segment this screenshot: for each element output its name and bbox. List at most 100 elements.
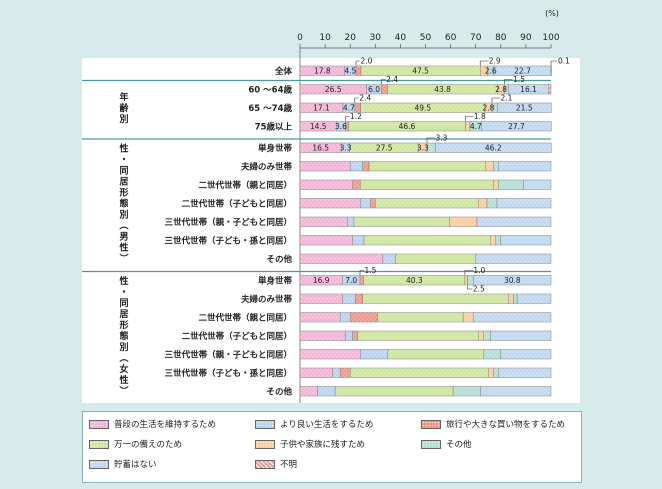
bar-segment (299, 253, 384, 264)
bar-segment (299, 349, 361, 360)
bar-segment (382, 253, 396, 264)
label-leader (381, 79, 386, 84)
row-label: 三世代世帯（親・子どもと同居） (165, 350, 292, 361)
bar-segment (513, 293, 518, 304)
bar-segment (387, 349, 484, 360)
bar-segment (299, 386, 318, 397)
row-label: 夫婦のみ世帯 (241, 162, 293, 173)
bar-segment (490, 330, 552, 341)
bar-segment (516, 293, 552, 304)
x-tick-label: 0 (297, 33, 303, 43)
legend-label: 不明 (280, 460, 298, 470)
bar-segment (339, 367, 351, 378)
bar-segment (299, 198, 361, 209)
x-tick-label: 40 (395, 33, 407, 43)
x-tick-label: 70 (470, 33, 482, 43)
bar-segment (357, 330, 479, 341)
bar-segment (498, 161, 552, 172)
bar-segment (353, 216, 450, 227)
data-label: 16.5 (312, 144, 329, 153)
row-label: 単身世帯 (258, 143, 293, 154)
bar-segment (363, 235, 491, 246)
data-label: 2.4 (359, 94, 371, 103)
bar-segment (500, 235, 552, 246)
bar-segment (349, 161, 363, 172)
data-label: 47.5 (412, 67, 429, 76)
bar-segment (498, 179, 524, 190)
bar-segment (435, 142, 552, 153)
bar-segment (485, 161, 494, 172)
data-label: 2.8 (483, 104, 495, 113)
group-label: 性・同居形態別︵女性︶ (118, 275, 128, 397)
legend-swatch (89, 419, 109, 429)
legend-label: 旅行や大きな買い物をするため (446, 420, 566, 430)
label-leader (345, 116, 350, 121)
bar-segment (334, 386, 454, 397)
legend-item: 貯蓄はない (89, 458, 157, 470)
bar-segment (332, 367, 341, 378)
bar-segment (550, 65, 552, 76)
bar-segment (449, 216, 478, 227)
data-label: 46.6 (399, 122, 416, 131)
bar-segment (493, 179, 499, 190)
data-label: 2.8 (495, 85, 507, 94)
bar-segment (362, 161, 370, 172)
label-leader (354, 97, 359, 103)
data-label: 6.0 (368, 85, 380, 94)
bar-segment (481, 121, 552, 132)
data-label: 16.1 (520, 85, 537, 94)
bar-segment (472, 312, 552, 323)
label-leader (464, 270, 473, 275)
bar-segment (344, 330, 353, 341)
chart-legend: 普段の生活を維持するため より良い生活をするため 旅行や大きな買い物をするため 万一の… (82, 411, 582, 483)
row-label: 60 ～64歳 (248, 85, 292, 96)
bar-segment (480, 386, 552, 397)
x-tick-label: 90 (520, 33, 532, 43)
label-leader (465, 116, 474, 121)
bar-segment (490, 235, 497, 246)
bar-segment (548, 84, 552, 95)
data-label: 3.3 (340, 144, 352, 153)
label-leader (491, 97, 501, 103)
bar-segment (360, 179, 494, 190)
legend-swatch (89, 459, 109, 469)
x-tick-label: 60 (445, 33, 457, 43)
bar-segment (299, 367, 333, 378)
row-label: その他 (266, 387, 292, 398)
stacked-bar-chart: (%) 0 10 20 30 40 50 60 70 80 90 100 年齢別性・同居形態別︵男性︶… (82, 9, 580, 403)
data-label: 0.1 (558, 57, 570, 66)
row-label: 二世代世帯（親と同居） (198, 313, 292, 324)
bar-segment (523, 179, 552, 190)
row-label: 三世代世帯（子ども・孫と同居） (164, 236, 292, 247)
data-label: 2.0 (360, 57, 372, 66)
x-tick-label: 20 (344, 33, 356, 43)
bar-segment (473, 275, 552, 286)
data-label: 1.5 (513, 75, 525, 84)
row-label: 三世代世帯（親・子どもと同居） (165, 217, 292, 228)
bar-segment (360, 198, 371, 209)
data-label: 2.1 (501, 94, 513, 103)
data-label: 27.5 (376, 144, 393, 153)
bar-segment (476, 216, 552, 227)
legend-item: 旅行や大きな買い物をするため (421, 418, 565, 430)
legend-swatch (421, 419, 441, 429)
data-label: 49.5 (415, 104, 432, 113)
bar-segment (483, 349, 502, 360)
x-tick-label: 30 (370, 33, 382, 43)
data-label: 21.5 (516, 104, 533, 113)
legend-label: 子供や家族に残すため (280, 440, 366, 450)
plot-panel (82, 58, 580, 403)
bar-segment (370, 198, 376, 209)
group-label: 年齢別 (118, 91, 129, 125)
data-label: 1.5 (364, 266, 376, 275)
legend-swatch (255, 459, 275, 469)
legend-item: 不明 (255, 458, 297, 470)
label-leader (426, 137, 436, 143)
data-label: 43.8 (434, 85, 451, 94)
data-label: 46.2 (485, 144, 502, 153)
bar-segment (486, 198, 498, 209)
row-label: 二世代世帯（子どもと同居） (182, 199, 292, 210)
label-leader (550, 60, 557, 66)
bar-segment (355, 65, 362, 76)
